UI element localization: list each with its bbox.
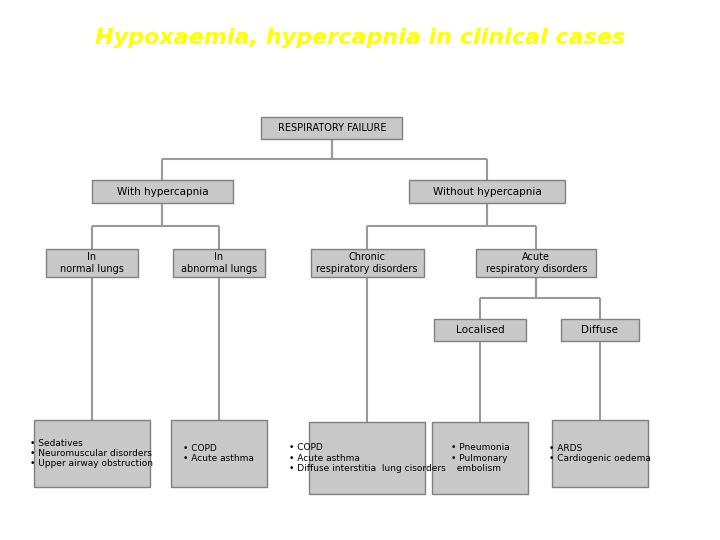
FancyBboxPatch shape bbox=[261, 117, 402, 139]
Text: Localised: Localised bbox=[456, 325, 504, 335]
Text: • Pneumonia
• Pulmonary
  embolism: • Pneumonia • Pulmonary embolism bbox=[451, 443, 509, 473]
FancyBboxPatch shape bbox=[92, 180, 233, 203]
Text: Diffuse: Diffuse bbox=[582, 325, 618, 335]
FancyBboxPatch shape bbox=[171, 420, 266, 487]
FancyBboxPatch shape bbox=[173, 249, 265, 277]
FancyBboxPatch shape bbox=[410, 180, 564, 203]
Text: With hypercapnia: With hypercapnia bbox=[117, 187, 208, 197]
Text: • ARDS
• Cardiogenic oedema: • ARDS • Cardiogenic oedema bbox=[549, 444, 651, 463]
FancyBboxPatch shape bbox=[309, 422, 426, 494]
Text: Chronic
respiratory disorders: Chronic respiratory disorders bbox=[316, 252, 418, 274]
FancyBboxPatch shape bbox=[310, 249, 423, 277]
Text: • COPD
• Acute asthma: • COPD • Acute asthma bbox=[184, 444, 254, 463]
FancyBboxPatch shape bbox=[561, 319, 639, 341]
Text: • Sedatives
• Neuromuscular disorders
• Upper airway obstruction: • Sedatives • Neuromuscular disorders • … bbox=[30, 438, 153, 468]
FancyBboxPatch shape bbox=[34, 420, 150, 487]
Text: Acute
respiratory disorders: Acute respiratory disorders bbox=[486, 252, 587, 274]
Text: In
abnormal lungs: In abnormal lungs bbox=[181, 252, 257, 274]
FancyBboxPatch shape bbox=[434, 319, 526, 341]
FancyBboxPatch shape bbox=[432, 422, 528, 494]
Text: Without hypercapnia: Without hypercapnia bbox=[433, 187, 541, 197]
FancyBboxPatch shape bbox=[46, 249, 138, 277]
Text: Hypoxaemia, hypercapnia in clinical cases: Hypoxaemia, hypercapnia in clinical case… bbox=[95, 28, 625, 48]
Text: • COPD
• Acute asthma
• Diffuse interstitia  lung cisorders: • COPD • Acute asthma • Diffuse intersti… bbox=[289, 443, 446, 473]
FancyBboxPatch shape bbox=[477, 249, 596, 277]
Text: In
normal lungs: In normal lungs bbox=[60, 252, 124, 274]
FancyBboxPatch shape bbox=[552, 420, 647, 487]
Text: RESPIRATORY FAILURE: RESPIRATORY FAILURE bbox=[277, 123, 386, 133]
